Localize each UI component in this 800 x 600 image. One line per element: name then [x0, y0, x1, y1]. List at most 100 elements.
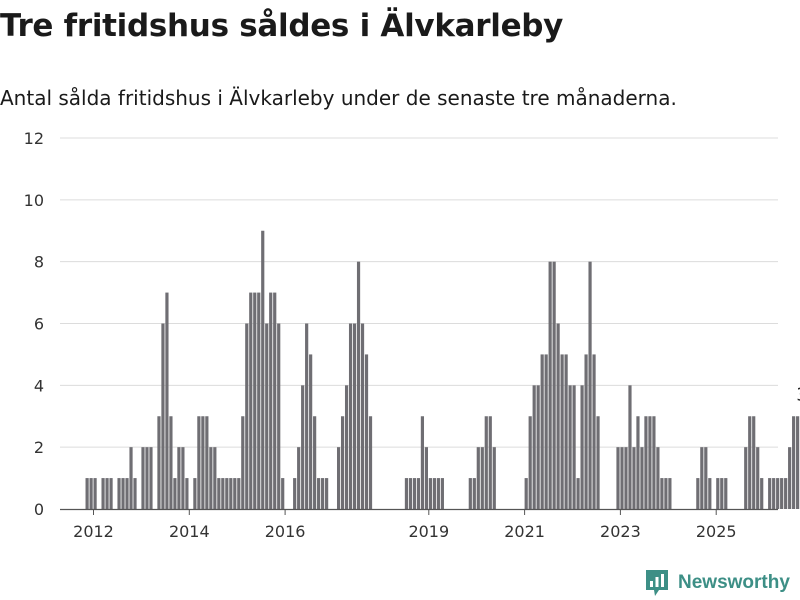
bar — [596, 416, 600, 509]
bar — [616, 447, 620, 509]
bar — [317, 478, 321, 509]
bar — [408, 478, 413, 509]
brand-logo: Newsworthy — [644, 568, 790, 598]
y-tick-label: 2 — [34, 438, 44, 457]
bar — [660, 478, 664, 509]
bar — [552, 261, 556, 509]
bar — [760, 478, 764, 509]
bar — [93, 478, 97, 509]
bar — [620, 447, 624, 509]
chart-logo-icon — [646, 570, 668, 596]
bar — [560, 354, 564, 509]
bar — [796, 416, 800, 509]
bar — [628, 385, 632, 509]
bar — [269, 292, 273, 509]
bar — [720, 478, 724, 509]
bar — [213, 447, 217, 509]
bar — [528, 416, 532, 509]
bar — [301, 385, 305, 509]
bar — [245, 323, 249, 509]
bar — [648, 416, 652, 509]
bar — [205, 416, 209, 509]
bar — [253, 292, 257, 509]
bar — [724, 478, 728, 509]
bar — [768, 478, 772, 509]
bar — [588, 261, 592, 509]
bar — [584, 354, 588, 509]
bar — [265, 323, 269, 509]
bar — [368, 416, 373, 509]
bar — [249, 292, 253, 509]
bar — [193, 478, 197, 509]
bar — [468, 478, 472, 509]
bar — [145, 447, 149, 509]
bar — [420, 416, 425, 509]
bar — [85, 478, 89, 509]
bar — [277, 323, 281, 509]
bar — [340, 416, 345, 509]
bar — [364, 354, 369, 509]
bar — [744, 447, 748, 509]
bar — [149, 447, 153, 509]
bar — [652, 416, 656, 509]
bar — [636, 416, 640, 509]
bar-chart: 0 2 4 6 8 10 12 2012 2014 2016 2019 2021 2023 2025 3 — [24, 129, 800, 541]
bar — [313, 416, 317, 509]
bar — [792, 416, 796, 509]
y-tick-label: 10 — [24, 191, 44, 210]
brand-name: Newsworthy — [678, 572, 790, 593]
bar — [325, 478, 329, 509]
bar — [412, 478, 417, 509]
bar — [536, 385, 540, 509]
bar-series — [85, 230, 800, 509]
bar — [572, 385, 576, 509]
y-tick-label: 0 — [34, 500, 44, 519]
bar — [261, 230, 265, 509]
bar — [217, 478, 221, 509]
bar — [273, 292, 277, 509]
bar — [344, 385, 349, 509]
bar — [544, 354, 548, 509]
chart-subtitle: Antal sålda fritidshus i Älvkarleby unde… — [0, 86, 677, 110]
bar — [776, 478, 780, 509]
bar — [169, 416, 173, 509]
bar — [352, 323, 357, 509]
bar — [416, 478, 421, 509]
bar — [748, 416, 752, 509]
bar — [704, 447, 708, 509]
bar — [181, 447, 185, 509]
bar — [404, 478, 409, 509]
bar — [105, 478, 109, 509]
bar — [480, 447, 484, 509]
bar — [716, 478, 720, 509]
bar — [348, 323, 353, 509]
bar — [336, 447, 341, 509]
x-tick-label: 2019 — [408, 522, 449, 541]
bar — [101, 478, 105, 509]
x-tick-label: 2014 — [169, 522, 210, 541]
y-tick-label: 4 — [34, 376, 44, 395]
bar — [472, 478, 476, 509]
bar — [576, 478, 580, 509]
bar — [484, 416, 488, 509]
gridlines — [60, 137, 778, 448]
bar — [668, 478, 672, 509]
bar — [281, 478, 285, 509]
bar — [436, 478, 440, 509]
bar — [157, 416, 161, 509]
bar — [556, 323, 560, 509]
bar — [784, 478, 788, 509]
x-tick-label: 2021 — [504, 522, 545, 541]
bar — [141, 447, 145, 509]
bar — [524, 478, 528, 509]
x-tick-label: 2025 — [696, 522, 737, 541]
bar — [173, 478, 177, 509]
bar — [117, 478, 121, 509]
bar — [356, 261, 361, 509]
bar — [656, 447, 660, 509]
bar — [700, 447, 704, 509]
bar — [644, 416, 648, 509]
bar — [696, 478, 700, 509]
bar — [492, 447, 496, 509]
x-tick-label: 2023 — [600, 522, 641, 541]
